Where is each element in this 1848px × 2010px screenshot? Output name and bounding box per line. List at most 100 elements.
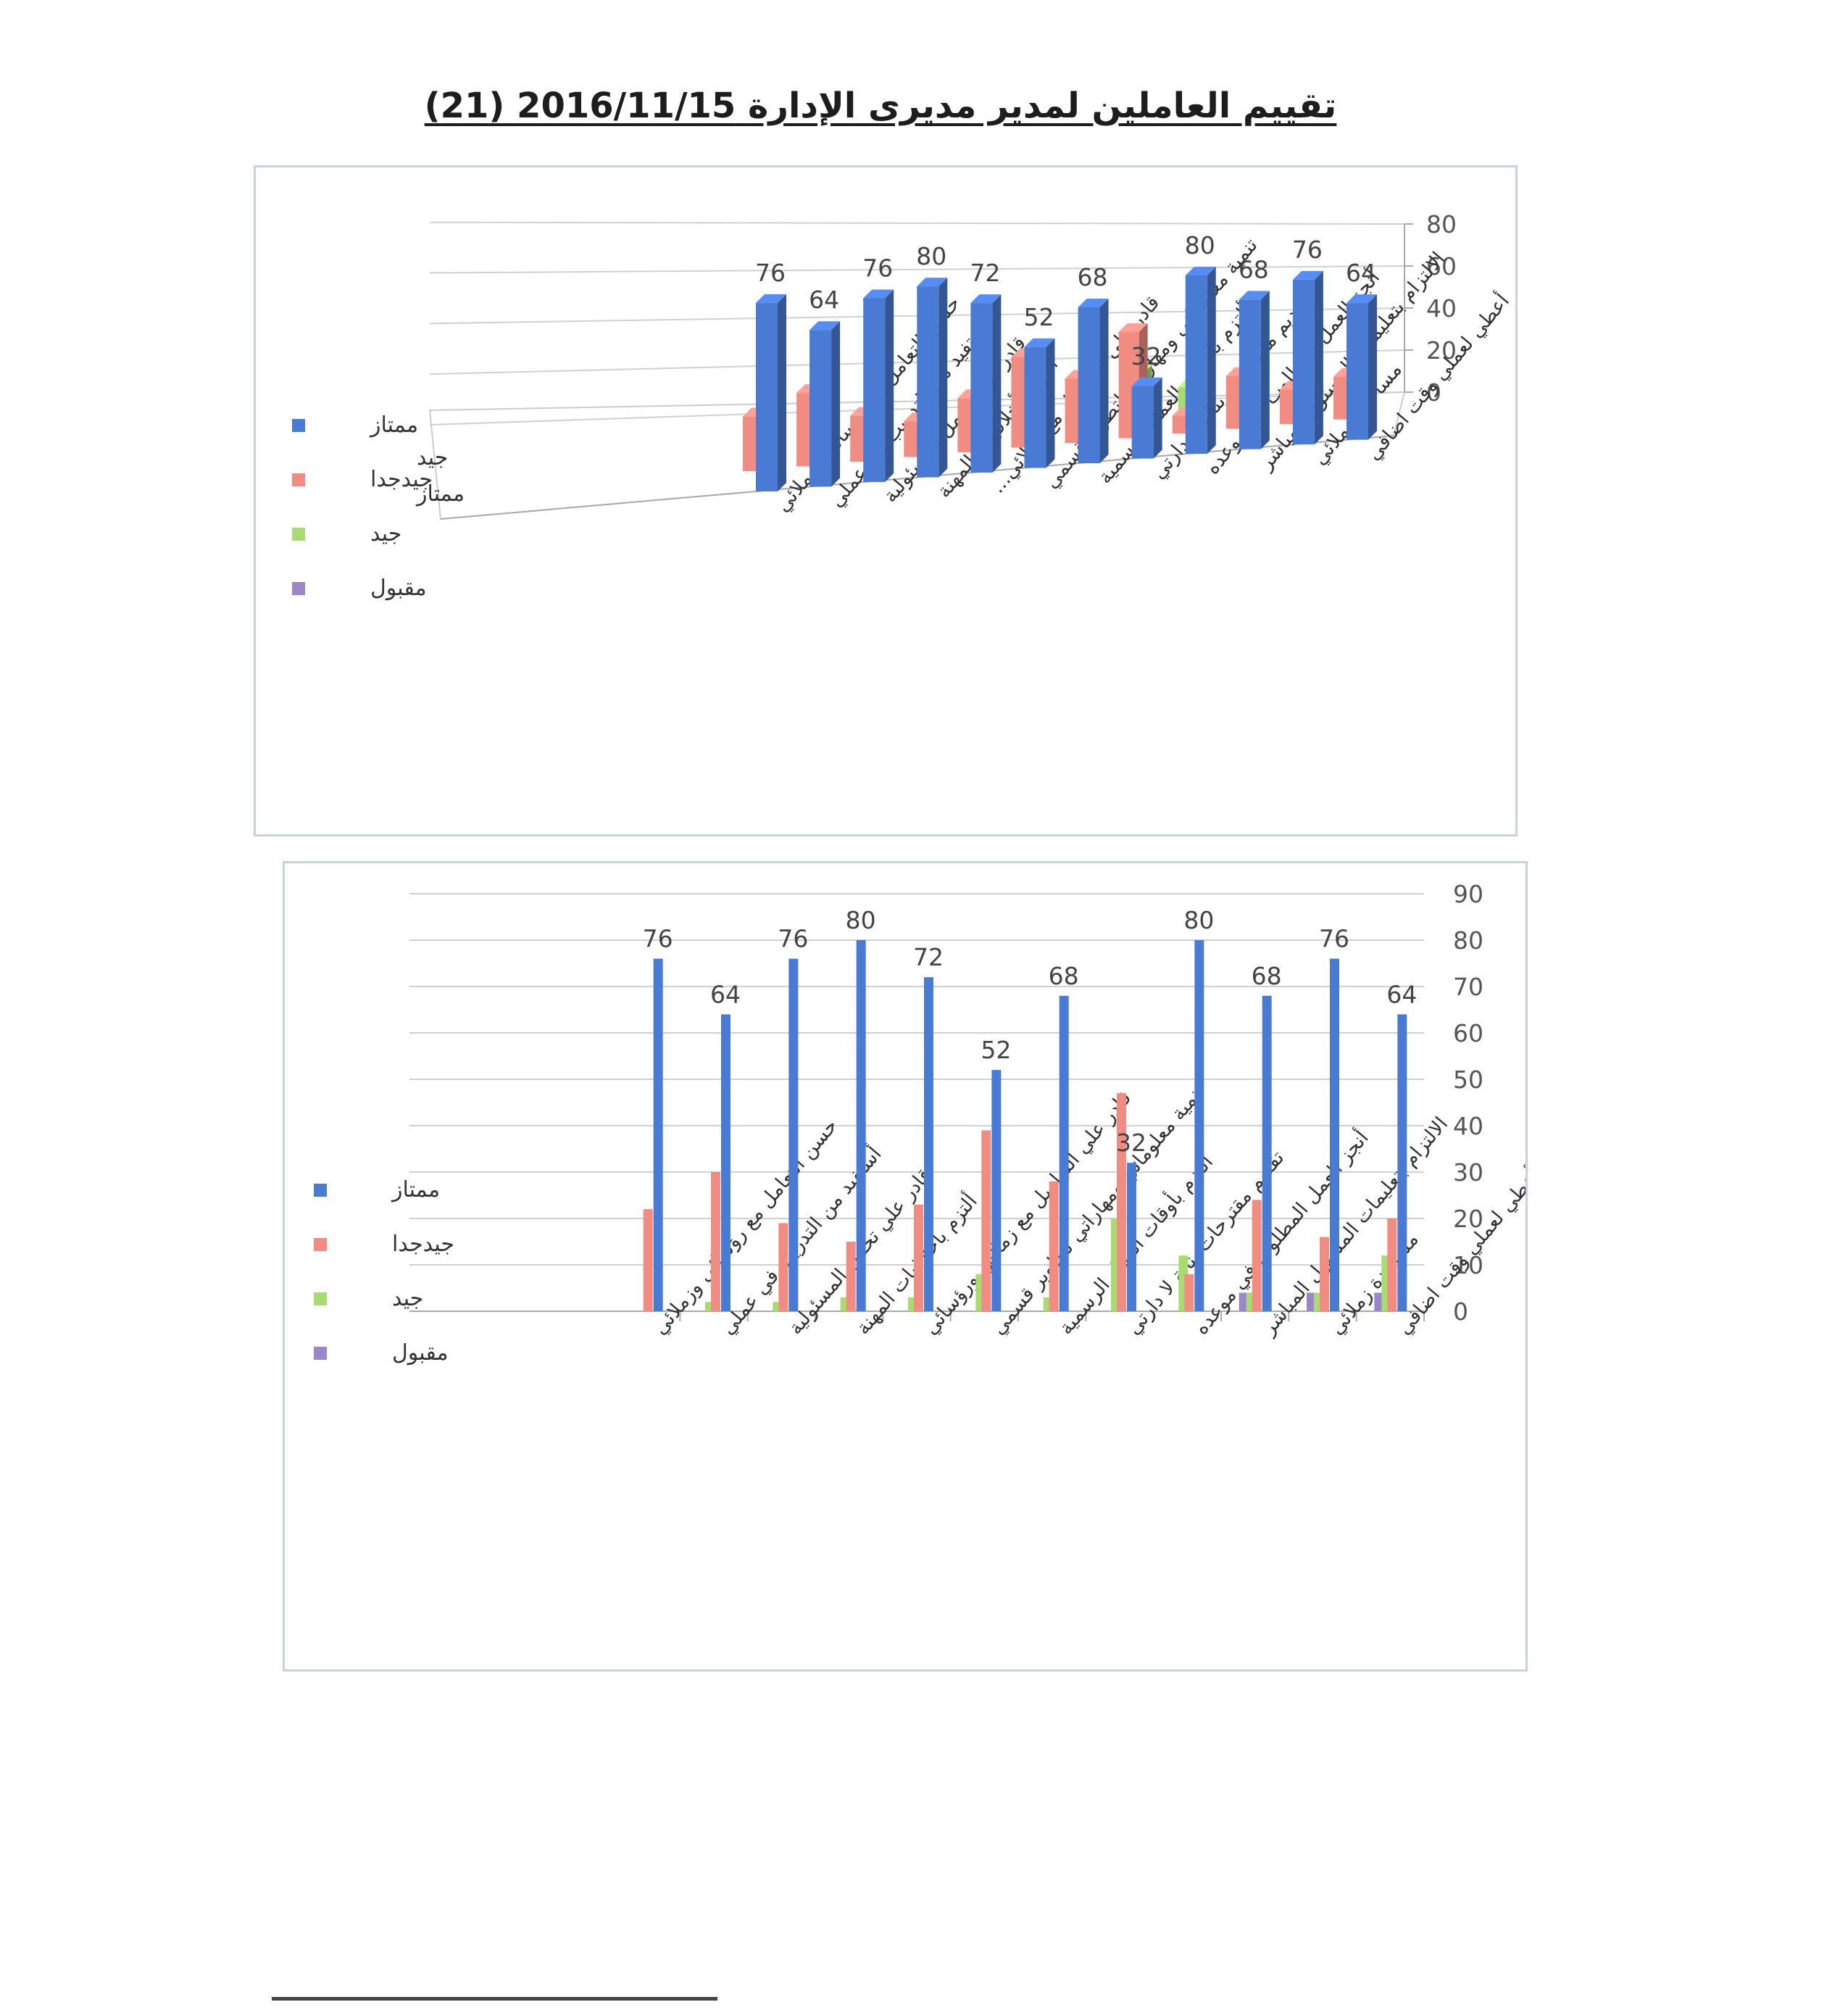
bar-excellent-side [885,289,894,482]
depth-label: جيد [417,445,448,470]
legend-swatch [314,1238,327,1251]
bar-excellent-top [809,321,841,331]
bar-excellent [1347,303,1368,440]
data-label: 76 [1292,236,1323,264]
bar-excellent [1292,279,1315,445]
bar-very-good [914,1204,923,1311]
bar-excellent [1024,346,1046,468]
data-label: 76 [1319,925,1349,953]
y-tick-label: 60 [1453,1019,1483,1047]
bar-excellent [924,977,933,1311]
bar-excellent-side [778,294,786,491]
y-tick-label: 40 [1426,294,1457,323]
bar-excellent-side [831,321,841,487]
data-label: 64 [1386,980,1417,1008]
bar-very-good [846,1242,856,1311]
bar-acceptable [1239,1292,1249,1311]
data-label: 52 [1023,303,1054,331]
bar-excellent [1397,1014,1407,1311]
bar-excellent [863,298,886,482]
gridline [429,265,1405,274]
y-tick-label: 90 [1453,880,1483,908]
data-label: 52 [981,1036,1011,1064]
y-tick-label: 70 [1453,973,1483,1001]
y-tick-label: 80 [1426,210,1457,238]
bar-excellent [1127,1163,1136,1311]
data-label: 64 [710,980,741,1008]
bar-excellent [1185,275,1207,454]
legend-swatch [314,1347,327,1360]
bar-excellent-side [1314,270,1323,445]
bar-excellent [970,303,993,473]
data-label: 76 [862,254,893,282]
data-label: 68 [1252,962,1282,990]
bar-very-good-top [1118,323,1148,332]
legend-label: ممتاز [391,1177,440,1203]
y-tick-label: 30 [1453,1158,1483,1187]
bar-excellent-top [1347,294,1377,304]
legend-label: جيد [392,1286,423,1311]
data-label: 76 [643,925,673,953]
bar-excellent [1131,386,1154,459]
bar-excellent [856,940,866,1311]
bar-very-good [1320,1237,1329,1311]
chart-2d-frame: 0 10 20 30 40 50 60 70 80 90 76 حسن التعامل مع رؤسا… [283,861,1528,1671]
bar-excellent [1194,940,1204,1311]
legend-label: جيدجدا [370,467,433,492]
y-tick-label: 0 [1426,378,1441,407]
bar-excellent [721,1014,731,1311]
bar-excellent-top [970,294,1002,304]
y-tick-label: 50 [1453,1066,1483,1094]
bar-excellent-side [1260,291,1270,449]
data-label: 68 [1078,263,1108,291]
data-label: 64 [1346,259,1376,287]
bar-excellent-top [1185,267,1216,276]
data-label: 72 [913,943,944,971]
data-label: 76 [755,259,786,287]
legend-label: جيد [370,521,401,547]
y-tick-label: 40 [1453,1112,1483,1140]
bar-very-good [1387,1218,1397,1311]
bar-excellent [756,302,778,491]
bottom-rule [272,1997,717,2001]
bar-excellent-side [1046,338,1055,468]
y-tick-label: 80 [1453,926,1483,955]
bar-excellent [1078,307,1100,464]
bar-excellent-side [992,294,1002,473]
bar-excellent-side [1099,299,1109,464]
bar-excellent [653,958,663,1311]
bar-very-good [1252,1200,1262,1311]
bar-excellent [1059,995,1069,1311]
bar-excellent [788,958,799,1311]
data-label: 76 [778,925,808,953]
legend-label: مقبول [370,576,427,601]
bar-excellent-top [756,294,786,303]
bar-very-good [643,1209,653,1311]
bar-excellent-top [1078,299,1109,308]
data-label: 80 [1185,231,1215,259]
y-tick-label: 60 [1426,252,1457,281]
bar-excellent-top [917,278,948,287]
data-label: 32 [1116,1129,1146,1157]
legend-swatch [292,582,305,595]
bar-acceptable [1374,1292,1384,1311]
data-label: 80 [916,242,946,270]
bar-excellent [1239,299,1261,449]
bar-very-good [711,1172,720,1311]
bar-excellent [1262,995,1272,1311]
bar-very-good [778,1223,788,1311]
y-tick-label: 10 [1453,1251,1483,1279]
bar-excellent-top [863,289,894,299]
bar-excellent-side [1368,294,1377,440]
data-label: 72 [970,259,1000,287]
bar-very-good [1117,1093,1126,1311]
legend-swatch [314,1184,327,1197]
gridline [429,221,1405,225]
y-tick-label: 0 [1453,1297,1468,1326]
bar-excellent [1330,958,1339,1311]
bar-excellent-top [1292,270,1323,280]
legend-label: مقبول [392,1340,449,1366]
legend-swatch [292,528,305,541]
page-title: تقييم العاملين لمدير مديرى الإدارة 2016/… [424,86,1337,126]
